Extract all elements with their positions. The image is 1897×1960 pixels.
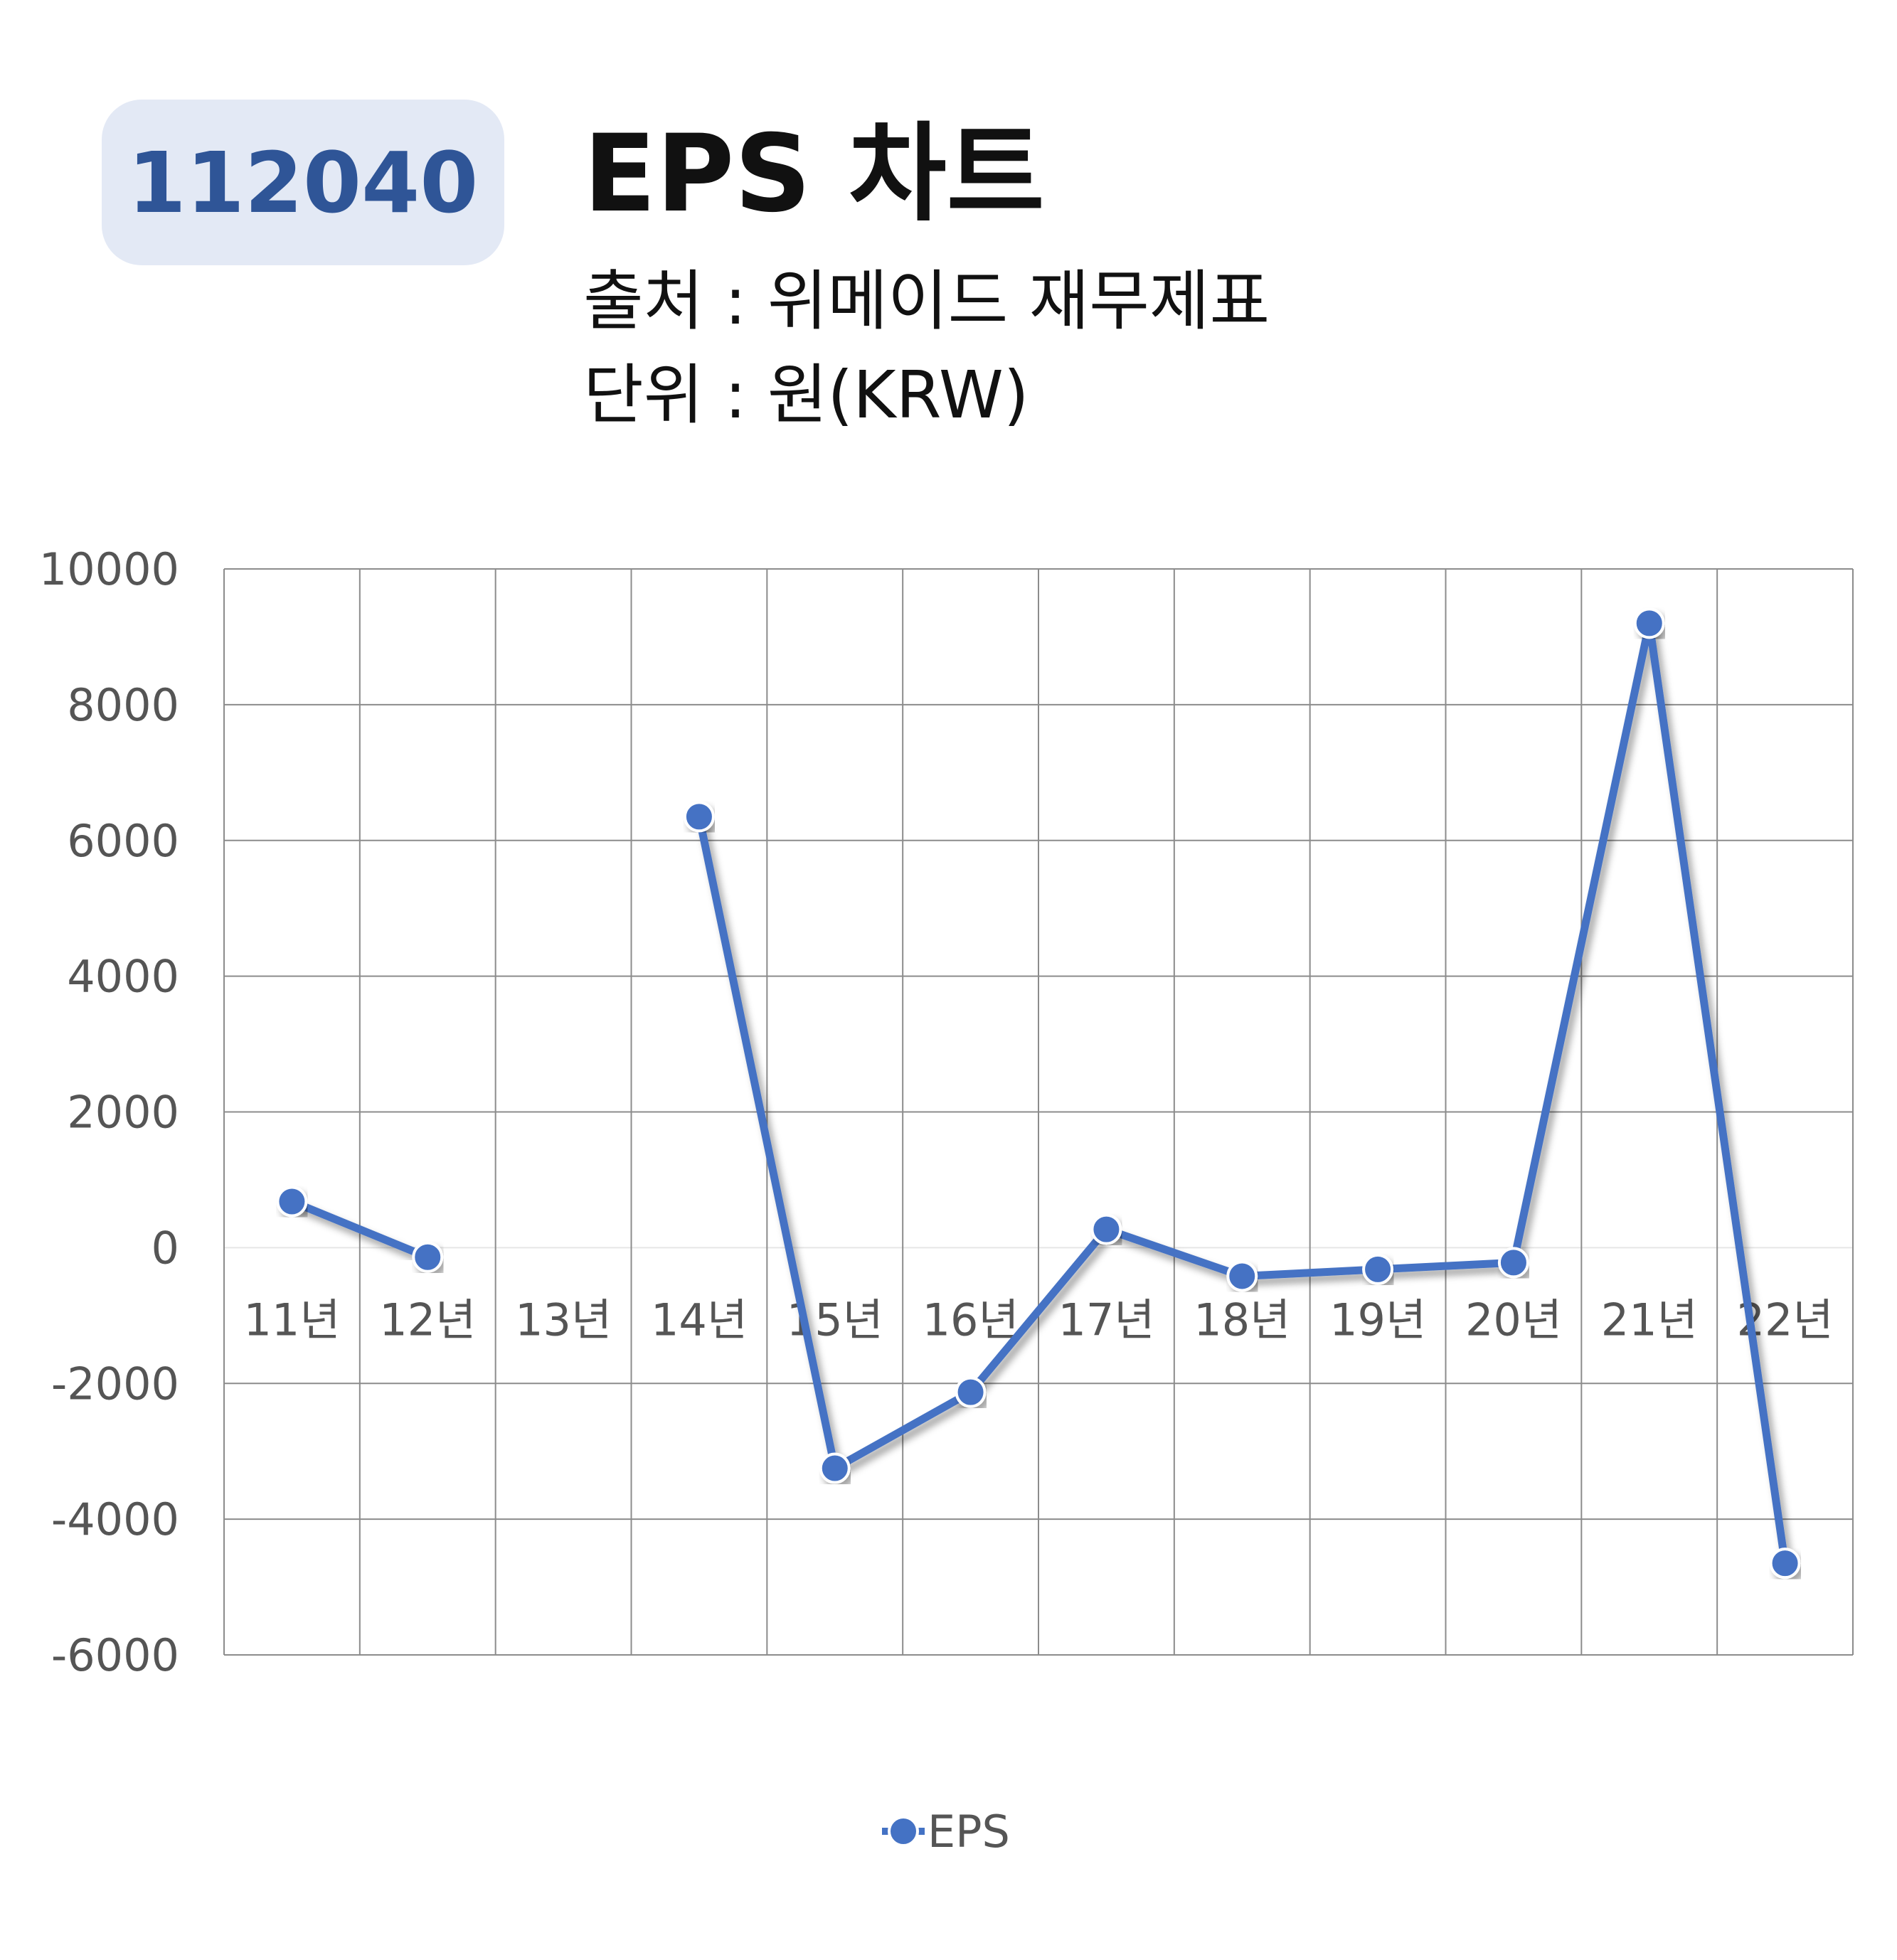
x-tick-label: 16년 <box>923 1294 1019 1346</box>
data-point <box>1226 1260 1258 1292</box>
data-point <box>819 1452 851 1484</box>
chart-title: EPS 차트 <box>583 112 1045 236</box>
data-point <box>1090 1213 1122 1245</box>
legend-label: EPS <box>928 1806 1010 1858</box>
x-tick-label: 13년 <box>515 1294 612 1346</box>
x-tick-label: 14년 <box>651 1294 748 1346</box>
x-tick-label: 21년 <box>1601 1294 1698 1346</box>
stock-code-badge: 112040 <box>102 100 504 265</box>
data-point <box>1497 1247 1529 1279</box>
chart-legend: EPS <box>882 1806 1010 1858</box>
data-point <box>276 1186 308 1218</box>
data-point <box>955 1376 987 1408</box>
x-axis: 11년 12년 13년 14년 15년 16년 17년 18년 19년 20년 21년 22년 <box>243 1294 1833 1346</box>
y-tick-label: 0 <box>152 1222 179 1274</box>
legend-marker <box>888 1816 919 1847</box>
y-tick-label: -2000 <box>51 1358 179 1410</box>
y-axis: 10000 8000 6000 4000 2000 0 -2000 -4000 -6000 <box>39 543 179 1681</box>
x-tick-label: 18년 <box>1194 1294 1290 1346</box>
y-tick-label: -6000 <box>51 1629 179 1681</box>
x-tick-label: 20년 <box>1465 1294 1562 1346</box>
data-point <box>683 801 715 833</box>
y-tick-label: 8000 <box>67 679 179 731</box>
data-point <box>1769 1548 1801 1580</box>
y-tick-label: 10000 <box>39 543 179 595</box>
y-tick-label: 6000 <box>67 815 179 867</box>
series-eps <box>276 607 1801 1580</box>
x-tick-label: 17년 <box>1058 1294 1154 1346</box>
data-point <box>1362 1253 1394 1285</box>
series-line <box>287 1197 432 1262</box>
data-point <box>1633 607 1665 639</box>
y-tick-label: -4000 <box>51 1493 179 1545</box>
x-tick-label: 19년 <box>1329 1294 1426 1346</box>
x-tick-label: 11년 <box>243 1294 340 1346</box>
data-point <box>412 1241 444 1273</box>
unit-subtitle: 단위 : 원(KRW) <box>583 357 1029 433</box>
y-tick-label: 4000 <box>67 951 179 1003</box>
y-tick-label: 2000 <box>67 1087 179 1139</box>
x-tick-label: 12년 <box>379 1294 476 1346</box>
chart-grid <box>223 568 1854 1656</box>
series-line <box>695 619 1790 1567</box>
source-subtitle: 출처 : 위메이드 재무제표 <box>583 263 1270 339</box>
